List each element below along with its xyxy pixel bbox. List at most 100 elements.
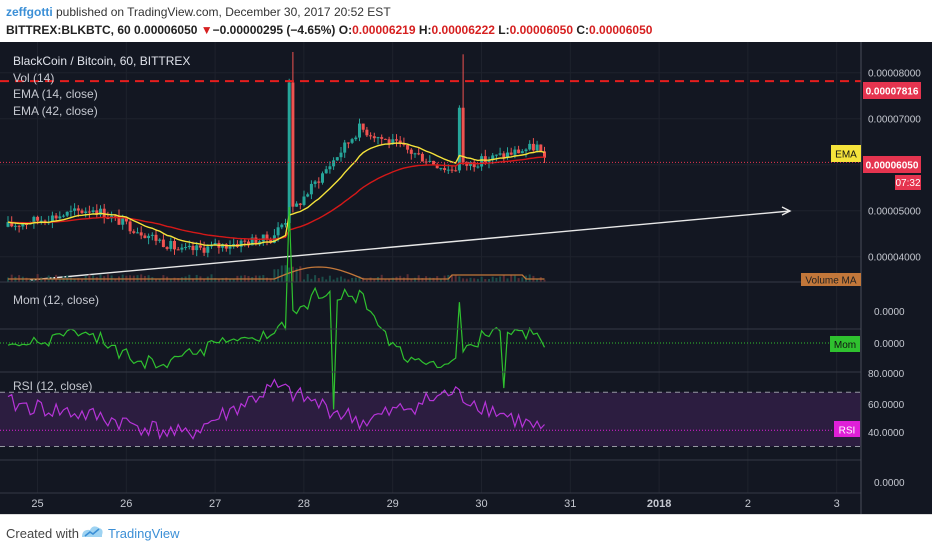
volume-bar <box>140 274 143 282</box>
candle-body <box>476 166 480 168</box>
change-value: −0.00000295 (−4.65%) <box>212 23 336 37</box>
candle-body <box>191 245 195 251</box>
candle-body <box>391 139 395 145</box>
rsi-pane-title[interactable]: RSI (12, close) <box>13 379 92 393</box>
mom-pane-title[interactable]: Mom (12, close) <box>13 293 99 307</box>
price-tag-box <box>863 156 921 173</box>
rsi-background <box>0 392 861 447</box>
volume-bar <box>217 278 220 282</box>
tradingview-link[interactable]: TradingView <box>108 526 180 541</box>
candle-body <box>150 234 154 236</box>
volume-bar <box>321 276 324 282</box>
trendline <box>29 210 791 281</box>
candle-body <box>173 240 176 250</box>
legend-ema42[interactable]: EMA (42, close) <box>13 104 98 118</box>
candle-body <box>239 240 243 247</box>
candle-body <box>317 181 321 183</box>
price-tag: 0.00006050 <box>866 161 919 172</box>
volume-bar <box>29 279 32 282</box>
volume-bar <box>369 277 372 282</box>
volume-bar <box>473 278 476 282</box>
legend-ema14[interactable]: EMA (14, close) <box>13 87 98 101</box>
volume-bar <box>44 279 46 282</box>
volume-bar <box>158 279 161 282</box>
candle-body <box>91 210 95 213</box>
candle-body <box>99 208 102 215</box>
price-tick-label: 0.00004000 <box>868 253 921 264</box>
candle-body <box>25 224 28 226</box>
volume-bar <box>428 277 431 282</box>
volume-bar <box>373 279 376 282</box>
author-link[interactable]: zeffgotti <box>6 5 53 19</box>
candle-body <box>509 152 513 155</box>
x-tick-label: 31 <box>564 498 576 510</box>
volume-bar <box>458 276 461 282</box>
created-with: Created with <box>6 526 79 541</box>
rsi-tag-box <box>834 421 860 437</box>
candle-body <box>309 183 313 195</box>
volume-bar <box>266 277 268 282</box>
rsi-tick-60: 60.0000 <box>868 400 905 411</box>
ema42-line <box>7 156 545 241</box>
last-price: 0.00006050 <box>134 23 198 37</box>
candle-body <box>10 222 14 227</box>
chart-canvas[interactable]: 0.00008000 0.00007000 0.00005000 0.00004000… <box>0 42 932 514</box>
volume-bar <box>543 279 546 282</box>
candle-body <box>198 245 202 248</box>
legend-vol[interactable]: Vol (14) <box>13 71 54 85</box>
volume-bar <box>365 279 368 282</box>
symbol-label: BITTREX:BLKBTC, 60 <box>6 23 131 37</box>
candle-body <box>454 170 458 172</box>
candle-body <box>483 156 487 163</box>
volume-bar <box>480 276 483 282</box>
price-tick-label: 0.00005000 <box>868 207 921 218</box>
candle-body <box>494 154 498 156</box>
volume-bar <box>273 269 276 282</box>
volume-bar <box>7 277 9 282</box>
volume-bar <box>58 279 61 282</box>
quote-line: BITTREX:BLKBTC, 60 0.00006050 ▼−0.000002… <box>6 23 652 37</box>
rsi-line <box>7 378 545 440</box>
volume-bar <box>284 265 287 282</box>
volume-bar <box>291 266 294 282</box>
volume-bar <box>451 275 453 282</box>
volume-bar <box>362 277 365 282</box>
candle-body <box>76 208 80 211</box>
volume-bar <box>462 278 465 282</box>
candle-body <box>502 153 506 158</box>
volume-bar <box>325 279 328 282</box>
volume-bar <box>10 274 13 282</box>
candle-body <box>202 247 206 253</box>
down-arrow-icon: ▼ <box>200 23 213 37</box>
candle-body <box>432 160 435 165</box>
volume-bar <box>410 278 413 282</box>
volume-bar <box>332 279 335 282</box>
x-tick-label: 25 <box>31 498 43 510</box>
volume-tag: Volume MA <box>805 276 856 287</box>
candle-body <box>531 143 535 151</box>
candle-body <box>321 173 324 183</box>
axes: 0.00008000 0.00007000 0.00005000 0.00004000… <box>0 42 921 514</box>
candle-body <box>535 144 539 151</box>
candle-body <box>443 168 447 170</box>
lower-pane-tick: 0.0000 <box>874 478 905 489</box>
volume-bar <box>288 267 291 282</box>
volume-bar <box>121 274 124 282</box>
resistance-tag-box <box>863 82 921 99</box>
volume-bar <box>73 278 76 282</box>
candle-body <box>291 82 295 207</box>
volume-bar <box>106 274 109 282</box>
volume-bar <box>328 275 331 282</box>
volume-bar <box>169 278 172 282</box>
rsi-tick-80: 80.0000 <box>868 369 905 380</box>
candle-body <box>480 156 484 167</box>
candle-body <box>228 246 232 249</box>
candle-body <box>243 240 247 242</box>
chart-title: BlackCoin / Bitcoin, 60, BITTREX <box>13 54 190 68</box>
candle-body <box>372 136 376 139</box>
volume-bar <box>221 278 224 282</box>
candle-body <box>369 135 373 137</box>
candle-body <box>17 225 21 227</box>
candle-body <box>6 222 10 227</box>
candle-body <box>80 210 84 213</box>
